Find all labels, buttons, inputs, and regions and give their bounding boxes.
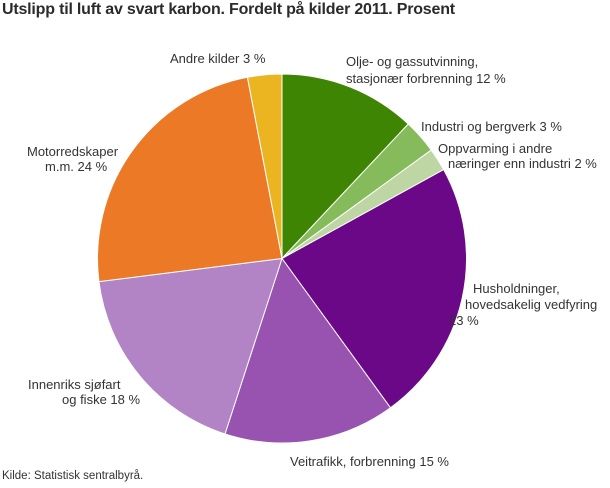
label-olje-gass-line2: stasjonær forbrenning 12 % [346,71,506,86]
label-industri: Industri og bergverk 3 % [421,119,562,134]
label-motorredskaper-line2: m.m. 24 % [45,159,108,174]
label-motorredskaper-line1: Motorredskaper [27,144,119,159]
source-note: Kilde: Statistisk sentralbyrå. [2,470,144,482]
pie-slice-7[interactable] [96,76,283,283]
label-husholdninger-line2: hovedsakelig vedfyring [465,297,598,312]
pie-slice-8[interactable] [246,73,283,259]
label-husholdninger-line1: Husholdninger, [473,281,560,296]
label-veitrafikk: Veitrafikk, forbrenning 15 % [290,454,449,469]
label-andre-kilder: Andre kilder 3 % [170,51,266,66]
pie-slice-4[interactable] [281,169,467,409]
label-oppvarming-line1: Oppvarming i andre [438,141,553,156]
chart-title: Utslipp til luft av svart karbon. Fordel… [2,1,455,18]
pie-slice-6[interactable] [98,258,283,435]
label-husholdninger-line3: 23 % [449,313,479,328]
label-innenriks-line2: og fiske 18 % [62,392,141,407]
label-olje-gass-line1: Olje- og gassutvinning, [346,54,479,69]
label-oppvarming-line2: næringer enn industri 2 % [448,156,597,171]
pie-slice-1[interactable] [281,73,409,259]
pie-slice-5[interactable] [224,258,391,444]
label-innenriks-line1: Innenriks sjøfart [28,377,121,392]
